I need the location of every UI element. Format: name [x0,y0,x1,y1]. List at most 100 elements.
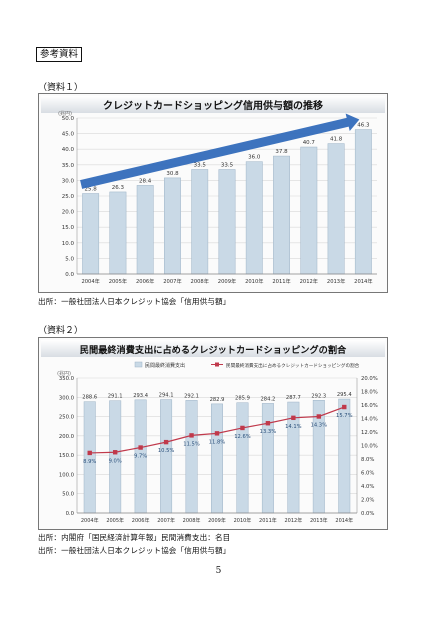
chart-2-share-value-label: 9.0% [109,458,122,464]
chart-2-bar [185,400,198,514]
chart-1-x-tick-label: 2009年 [218,277,236,285]
chart-2-bar [83,401,96,514]
chart-1-frame: クレジットカードショッピング信用供与額の推移 (兆円) 0.0 5.0 10.0 15.0… [38,93,388,293]
chart-1-y-tick-label: 25.0 [62,194,75,200]
chart-2-bar-value-label: 291.1 [108,394,123,400]
chart-2-share-marker [265,421,271,426]
chart-1-value-label: 28.4 [139,178,152,184]
chart-2-share-value-label: 9.7% [134,454,147,460]
chart-2-x-tick-label: 2008年 [183,517,201,524]
page-number: 5 [215,566,222,576]
chart-2-share-marker [316,414,322,419]
chart-1-value-label: 37.8 [275,149,288,155]
chart-2-share-marker [189,433,194,438]
chart-1-bar [273,155,290,275]
chart-2-legend-bar-label: 民間最終消費支出 [145,362,185,369]
chart-1-unit-label: (兆円) [58,110,72,117]
chart-2-y2-tick-label: 14.0% [361,417,378,423]
chart-1-y-tick-label: 35.0 [62,163,75,169]
chart-1-title: クレジットカードショッピング信用供与額の推移 [103,99,323,112]
chart-2-bar-value-label: 295.4 [337,392,353,398]
chart-2-bar-value-label: 282.9 [210,397,225,403]
chart-1-title-banner [41,96,385,113]
chart-2-bar [109,400,122,514]
chart-2-source-1: 出所：内閣府「国民経済計算年報」民間消費支出：名目 [38,533,231,542]
chart-1-y-tick-label: 30.0 [62,178,75,184]
chart-2-title: 民間最終消費支出に占めるクレジットカードショッピングの割合 [80,344,347,356]
chart-2-x-tick-label: 2013年 [310,517,328,524]
chart-1-y-tick-label: 0.0 [65,272,74,278]
chart-2-share-value-label: 15.7% [336,413,353,419]
chart-2-bar-value-label: 294.1 [159,393,174,399]
chart-1-x-tick-label: 2005年 [109,277,127,285]
chart-2-legend-bar-swatch [134,361,143,368]
chart-1-trend-arrow [80,113,360,189]
chart-1-y-tick-label: 20.0 [62,210,75,216]
chart-1-bar [327,143,345,275]
chart-2-share-marker [87,450,92,456]
chart-2-y-tick-label: 150.0 [59,453,75,459]
chart-2-y2-tick-label: 0.0% [361,511,374,517]
exhibit-2-label: （資料２） [38,326,84,336]
chart-2-share-marker [342,404,347,410]
chart-1-value-label: 46.3 [357,123,370,129]
chart-1-bar [82,193,100,275]
chart-2-share-marker [112,450,118,455]
chart-1-y-tick-label: 5.0 [65,256,74,262]
chart-2-bar [211,403,223,514]
chart-1-y-tick-label: 10.0 [62,241,75,247]
chart-1-x-tick-label: 2013年 [327,277,345,285]
chart-2-x-tick-label: 2006年 [132,517,150,524]
chart-2-share-marker [291,415,296,421]
chart-1-x-tick-label: 2011年 [272,277,290,285]
chart-2-y2-tick-label: 18.0% [361,390,378,396]
chart-2-y-tick-label: 300.0 [59,395,75,401]
chart-2-y2-tick-label: 10.0% [361,444,378,450]
chart-2-x-tick-label: 2005年 [106,517,124,524]
chart-1-bar [300,146,318,275]
chart-1-x-tick-label: 2012年 [300,277,318,285]
chart-1-value-label: 40.7 [303,140,316,146]
chart-1-y-tick-label: 15.0 [62,225,75,231]
chart-1-x-tick-label: 2014年 [354,277,372,285]
chart-2-frame: 民間最終消費支出に占めるクレジットカードショッピングの割合 民間最終消費支出 民間最… [38,337,388,530]
chart-1-value-label: 33.5 [194,162,207,168]
chart-2-legend-line-marker [215,362,219,367]
chart-2-y-tick-label: 250.0 [59,415,75,421]
chart-2-y2-tick-label: 16.0% [361,403,378,409]
chart-2-x-tick-label: 2012年 [284,517,302,524]
chart-2-y-tick-label: 0.0 [66,511,75,517]
chart-2-share-marker [163,439,169,445]
chart-2-x-tick-label: 2014年 [335,517,353,524]
chart-2-share-marker [240,425,245,431]
chart-1-bar [164,177,181,275]
chart-1-value-label: 36.0 [248,155,261,161]
chart-2-title-banner [41,340,385,357]
chart-2-y2-tick-label: 12.0% [361,430,378,436]
chart-2-source-2: 出所：一般社団法人日本クレジット協会「信用供与額」 [38,546,231,555]
chart-2-x-tick-label: 2004年 [81,517,99,524]
reference-materials-label: 参考資料 [36,47,83,62]
chart-2-x-tick-label: 2007年 [157,517,175,524]
chart-1-bar [245,161,263,275]
chart-1-bar [218,169,236,275]
chart-2-unit-label: (兆円) [57,370,71,377]
chart-2-y2-tick-label: 4.0% [361,484,374,490]
chart-1-x-tick-label: 2006年 [136,277,154,285]
chart-1-x-tick-label: 2004年 [81,277,99,285]
chart-2-y-tick-label: 50.0 [62,492,74,498]
chart-2-bar [160,399,173,514]
chart-2-y-tick-label: 200.0 [59,434,75,440]
chart-1-value-label: 30.8 [166,171,179,177]
chart-2-bar-value-label: 284.2 [260,396,275,402]
chart-1-bar [191,169,209,275]
chart-1-bar [136,185,154,275]
chart-2-bar [236,402,249,514]
chart-1-value-label: 25.8 [85,187,98,193]
chart-2-y2-tick-label: 20.0% [361,376,378,382]
chart-1-x-tick-label: 2007年 [163,277,181,285]
chart-2-share-value-label: 11.8% [209,439,226,445]
chart-1-y-tick-label: 45.0 [62,132,75,138]
chart-2-bar-value-label: 293.4 [133,393,149,399]
